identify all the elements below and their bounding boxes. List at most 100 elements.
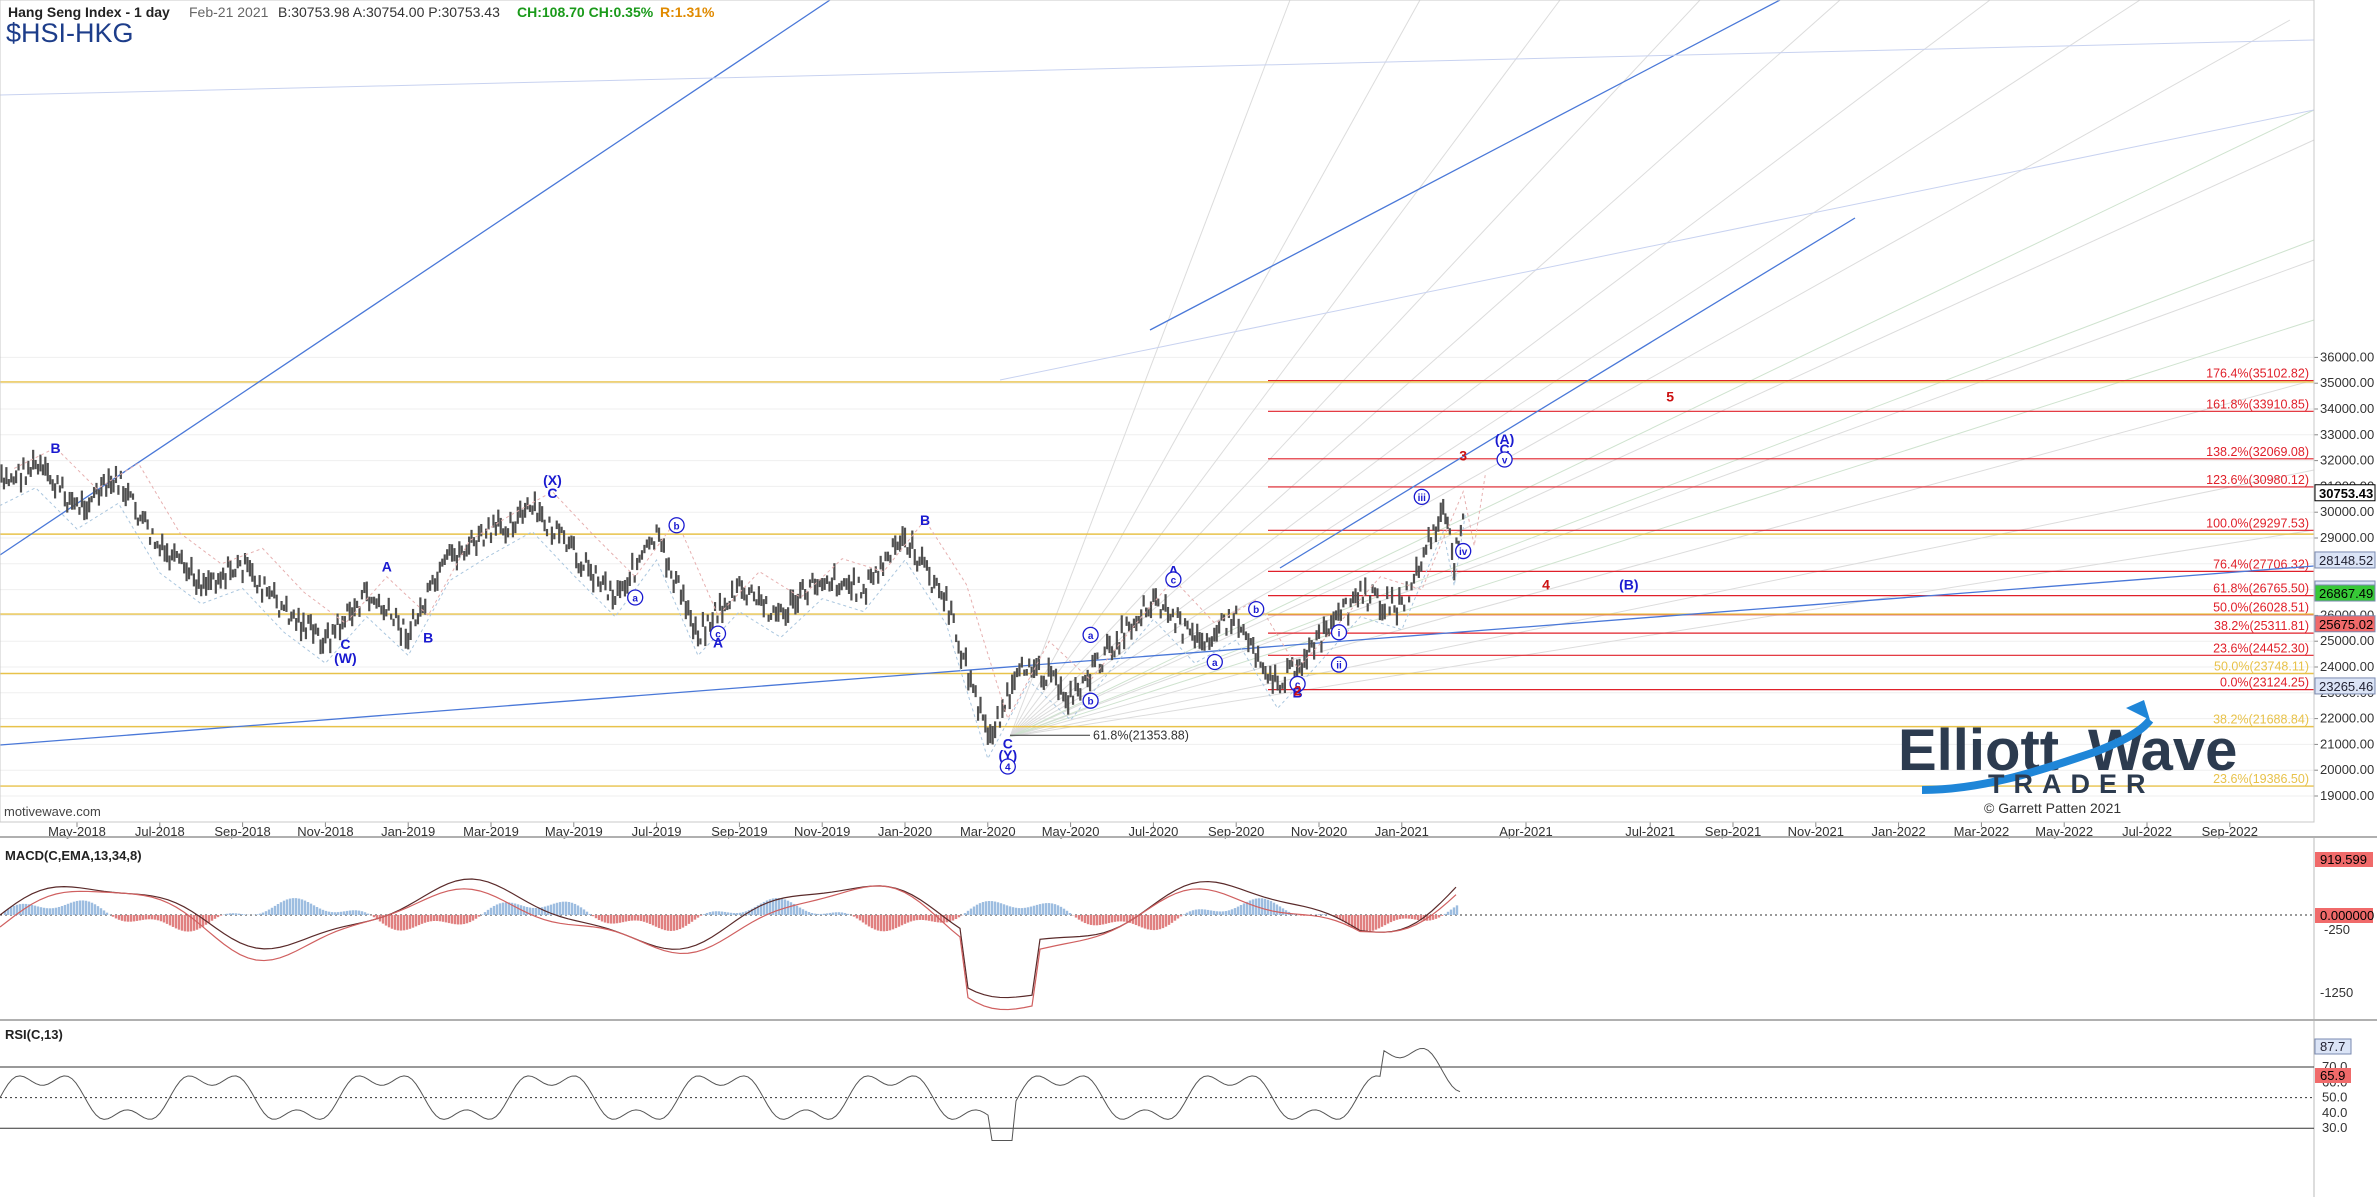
time-tick-label: Jan-2019 [381, 824, 435, 839]
trend-line [0, 0, 831, 556]
wave-label-circle [1330, 656, 1348, 673]
fib-level-label: 76.4%(27706.32) [2213, 557, 2309, 571]
wave-label-circle [1330, 624, 1348, 641]
wave-label: C [1500, 441, 1510, 457]
header-change: CH:108.70 CH:0.35% [517, 4, 654, 20]
trend-lines [0, 0, 2315, 746]
price-tick-label: 24000.00 [2320, 659, 2374, 674]
wave-label: b [674, 521, 680, 532]
time-tick-label: May-2018 [48, 824, 106, 839]
price-badges: 30753.4328148.5227022.3726867.4925675.02… [2314, 484, 2376, 695]
time-tick-label: Nov-2020 [1291, 824, 1347, 839]
price-tick-label: 34000.00 [2320, 401, 2374, 416]
macd-title: MACD(C,EMA,13,34,8) [5, 848, 142, 863]
wave-label: 4 [1542, 577, 1550, 593]
header-range: R:1.31% [660, 4, 715, 20]
time-tick-label: May-2022 [2035, 824, 2093, 839]
time-tick-label: Jul-2018 [135, 824, 185, 839]
wave-label: iii [1418, 493, 1427, 504]
logo-arrow-icon [2126, 700, 2150, 720]
wave-label-circle [1248, 600, 1265, 618]
trend-line [0, 39, 2315, 96]
price-badge-label: 26867.49 [2319, 586, 2373, 601]
time-tick-label: Sep-2021 [1705, 824, 1761, 839]
time-tick-label: May-2020 [1042, 824, 1100, 839]
header-quote: B:30753.98 A:30754.00 P:30753.43 [278, 4, 500, 20]
time-tick-label: Jan-2021 [1375, 824, 1429, 839]
price-badge [2314, 615, 2376, 633]
fib-gold-label: 50.0%(23748.11) [2214, 659, 2309, 673]
wave-label: a [632, 594, 638, 605]
wave-label: b [1088, 697, 1094, 708]
wave-label-circle [709, 625, 727, 642]
chart-title: Hang Seng Index - 1 day [8, 4, 170, 20]
rsi-badge [2315, 1068, 2351, 1083]
price-tick-label: 30000.00 [2320, 504, 2374, 519]
trend-line [999, 109, 2315, 381]
time-tick-label: Mar-2022 [1954, 824, 2010, 839]
time-tick-label: Sep-2020 [1208, 824, 1264, 839]
wave-label-circle [999, 758, 1016, 775]
rsi-tick-label: 40.0 [2322, 1105, 2347, 1120]
time-tick-label: Nov-2018 [297, 824, 353, 839]
fib-618-label: 61.8%(21353.88) [1093, 728, 1189, 742]
trend-line [0, 565, 2315, 746]
rsi-line [0, 1047, 1461, 1141]
wave-label: B [423, 629, 433, 645]
wave-label: a [1088, 631, 1094, 642]
price-tick-label: 20000.00 [2320, 762, 2374, 777]
time-tick-label: Apr-2021 [1499, 824, 1552, 839]
header-date: Feb-21 2021 [189, 4, 269, 20]
wave-label: C [1003, 735, 1013, 751]
rsi-tick-label: 50.0 [2322, 1090, 2347, 1105]
price-tick-label: 21000.00 [2320, 736, 2374, 751]
wave-label: A [1168, 562, 1178, 578]
wave-label: 3 [1459, 448, 1467, 464]
footer-site: motivewave.com [4, 804, 101, 819]
wave-label-circle [1082, 692, 1099, 709]
logo-copyright: © Garrett Patten 2021 [1984, 800, 2121, 816]
fib-level-label: 176.4%(35102.82) [2206, 367, 2309, 381]
time-tick-label: Sep-2019 [711, 824, 767, 839]
price-badge [2314, 551, 2376, 569]
wave-label: iv [1459, 547, 1468, 558]
price-badge-label: 23265.46 [2319, 679, 2373, 694]
macd-tick-label: -1250 [2320, 985, 2353, 1000]
wave-label: (Y) [998, 747, 1017, 763]
price-badge [2314, 484, 2376, 502]
price-badge-label: 25675.02 [2319, 617, 2373, 632]
price-badge [2314, 584, 2376, 602]
logo-word-trader: TRADER [1988, 769, 2155, 799]
elliott-wave-trader-logo: Elliott Wave TRADER © Garrett Patten 202… [1898, 700, 2237, 816]
time-tick-label: Jan-2020 [878, 824, 932, 839]
macd-line [0, 878, 1457, 999]
time-tick-label: Mar-2019 [463, 824, 519, 839]
macd-tick-label: -250 [2324, 922, 2350, 937]
price-badge [2314, 677, 2376, 695]
fan-line-green [1009, 319, 2315, 738]
logo-word-wave: Wave [2088, 718, 2237, 783]
wave-label: A [382, 559, 392, 575]
fan-line [1009, 139, 2315, 738]
time-tick-label: Sep-2018 [214, 824, 270, 839]
wave-label: A [713, 635, 723, 651]
wave-label: i [1338, 628, 1341, 639]
macd-badge [2315, 852, 2373, 867]
time-tick-label: Jul-2019 [632, 824, 682, 839]
fan-line [1009, 259, 2315, 738]
macd-panel: MACD(C,EMA,13,34,8) -250 -1250 919.599 0.000… [0, 838, 2374, 1019]
fib-level-label: 38.2%(25311.81) [2214, 619, 2309, 633]
wave-label: c [1171, 575, 1177, 586]
wave-label: C [547, 485, 557, 501]
price-series [0, 447, 1486, 760]
fan-line [1009, 379, 2315, 738]
price-tick-label: 35000.00 [2320, 375, 2374, 390]
wave-label: C [340, 636, 350, 652]
wave-label: 5 [1666, 388, 1674, 404]
time-tick-label: Jul-2020 [1128, 824, 1178, 839]
wave-label: B [51, 440, 61, 456]
wave-label-circle [627, 589, 644, 606]
fan-line-green [1009, 239, 2315, 738]
